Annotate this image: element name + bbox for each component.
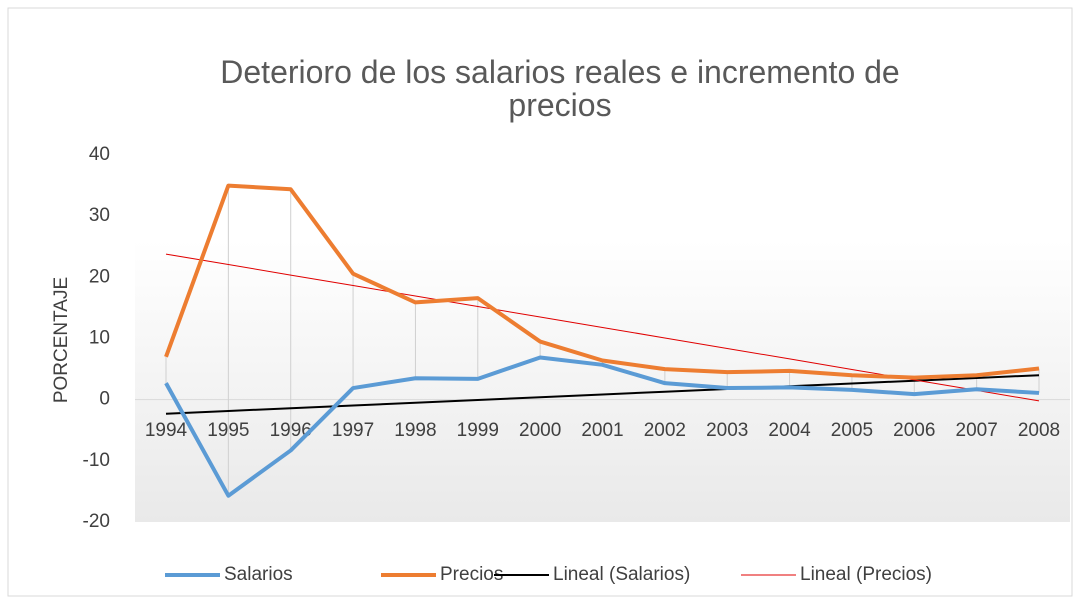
x-tick-label: 2003 xyxy=(706,420,748,441)
x-tick-label: 2002 xyxy=(644,420,686,441)
y-tick-label: -10 xyxy=(83,450,110,471)
series-line xyxy=(165,374,1040,415)
legend-label: Salarios xyxy=(224,564,293,585)
y-tick-label: 0 xyxy=(99,389,110,410)
x-tick-label: 1994 xyxy=(145,420,188,441)
legend-label: Lineal (Precios) xyxy=(800,564,932,585)
x-tick-label: 1999 xyxy=(457,420,499,441)
y-tick-label: 20 xyxy=(89,266,110,287)
x-tick-label: 2005 xyxy=(831,420,873,441)
x-tick-label: 1997 xyxy=(332,420,374,441)
legend-label: Precios xyxy=(440,564,503,585)
x-tick-label: 2006 xyxy=(893,420,935,441)
y-tick-label: 10 xyxy=(89,328,110,349)
chart-title: Deterioro de los salarios reales e incre… xyxy=(220,54,899,123)
legend-label: Lineal (Salarios) xyxy=(553,564,690,585)
x-tick-label: 1996 xyxy=(270,420,312,441)
x-tick-label: 2001 xyxy=(581,420,623,441)
y-tick-label: 40 xyxy=(89,144,110,165)
x-tick-label: 2000 xyxy=(519,420,561,441)
y-tick-label: -20 xyxy=(83,511,110,532)
y-axis-label: PORCENTAJE xyxy=(51,277,72,403)
x-tick-label: 2007 xyxy=(956,420,998,441)
x-tick-label: 1995 xyxy=(207,420,249,441)
series-line xyxy=(164,355,1040,498)
series-line xyxy=(164,183,1040,380)
x-tick-label: 1998 xyxy=(394,420,436,441)
x-tick-label: 2004 xyxy=(768,420,811,441)
x-tick-label: 2008 xyxy=(1018,420,1060,441)
y-tick-label: 30 xyxy=(89,205,110,226)
